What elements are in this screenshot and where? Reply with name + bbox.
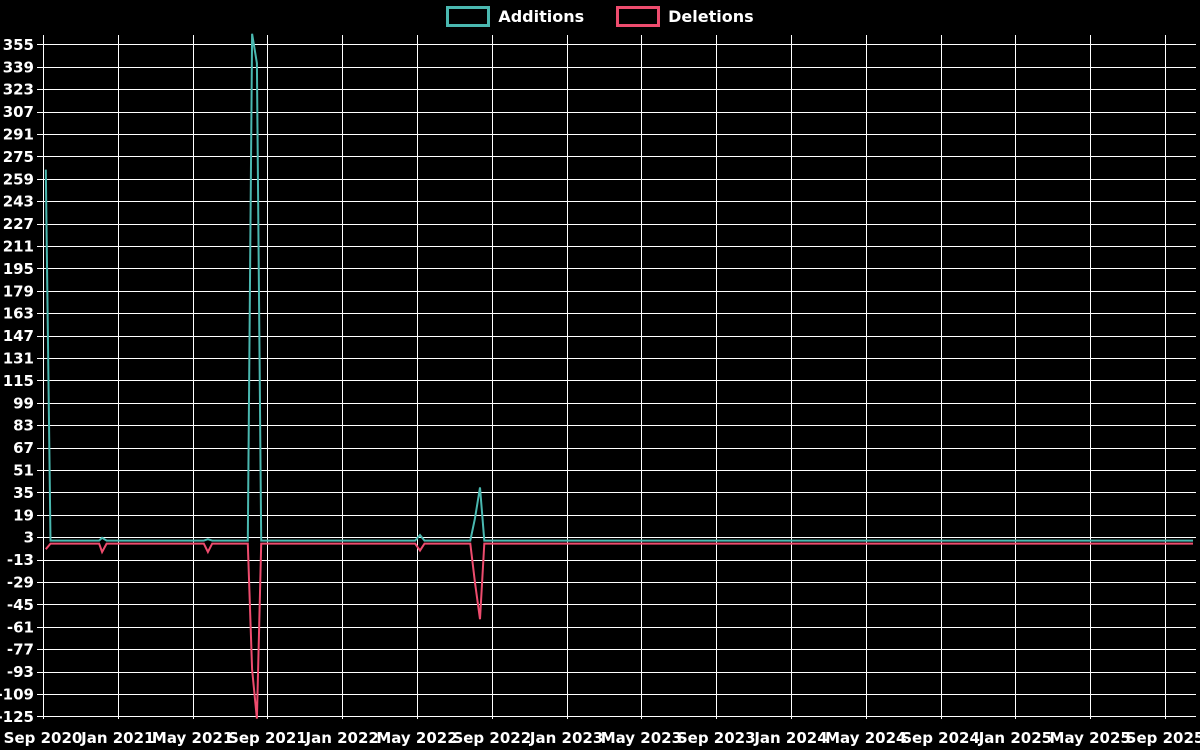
y-tick-label: 179 xyxy=(3,282,34,300)
x-tick-label: Sep 2022 xyxy=(452,729,531,747)
x-tick-label: May 2022 xyxy=(376,729,457,747)
x-tick-label: May 2025 xyxy=(1050,729,1131,747)
x-tick-label: Jan 2025 xyxy=(978,729,1052,747)
y-tick-label: -13 xyxy=(7,551,34,569)
y-tick-label: 131 xyxy=(3,350,34,368)
y-tick-label: 35 xyxy=(13,484,34,502)
y-tick-label: 259 xyxy=(3,170,34,188)
y-tick-label: 51 xyxy=(13,462,34,480)
y-tick-label: 163 xyxy=(3,305,34,323)
x-tick-label: May 2023 xyxy=(601,729,682,747)
y-tick-label: 195 xyxy=(3,260,34,278)
y-tick-label: -93 xyxy=(7,663,34,681)
y-tick-label: 67 xyxy=(13,439,34,457)
x-tick-label: Sep 2021 xyxy=(228,729,307,747)
additions-line xyxy=(44,33,1193,542)
y-tick-label: 147 xyxy=(3,327,34,345)
x-tick-label: Jan 2024 xyxy=(753,729,827,747)
legend-item-additions[interactable]: Additions xyxy=(446,6,584,27)
x-tick-label: Jan 2021 xyxy=(80,729,154,747)
y-tick-label: -77 xyxy=(7,641,34,659)
deletions-line xyxy=(45,542,1193,719)
x-tick-label: Sep 2020 xyxy=(4,729,83,747)
chart-legend: Additions Deletions xyxy=(0,6,1200,27)
y-tick-label: 227 xyxy=(3,215,34,233)
y-tick-label: 339 xyxy=(3,58,34,76)
y-tick-label: -109 xyxy=(0,686,34,704)
x-tick-label: Sep 2024 xyxy=(901,729,980,747)
x-tick-label: May 2024 xyxy=(825,729,906,747)
legend-label-additions: Additions xyxy=(498,6,585,26)
legend-item-deletions[interactable]: Deletions xyxy=(616,6,754,27)
y-tick-label: -45 xyxy=(7,596,34,614)
y-tick-label: 355 xyxy=(3,36,34,54)
x-tick-label: Sep 2023 xyxy=(677,729,756,747)
additions-swatch-icon xyxy=(446,6,491,27)
legend-label-deletions: Deletions xyxy=(668,6,754,26)
y-tick-label: 99 xyxy=(13,394,34,412)
deletions-swatch-icon xyxy=(616,6,661,27)
y-tick-label: -29 xyxy=(7,574,34,592)
x-tick-label: Jan 2022 xyxy=(305,729,379,747)
y-tick-label: 275 xyxy=(3,148,34,166)
y-tick-label: 19 xyxy=(13,506,34,524)
y-tick-label: 323 xyxy=(3,81,34,99)
y-tick-label: -125 xyxy=(0,708,34,726)
y-tick-label: 3 xyxy=(24,529,34,547)
y-tick-label: 211 xyxy=(3,238,34,256)
x-tick-label: Jan 2023 xyxy=(529,729,603,747)
y-tick-label: 291 xyxy=(3,126,34,144)
x-tick-label: May 2021 xyxy=(152,729,233,747)
y-tick-label: 243 xyxy=(3,193,34,211)
y-tick-label: 83 xyxy=(13,417,34,435)
x-tick-label: Sep 2025 xyxy=(1126,729,1200,747)
y-tick-label: -61 xyxy=(7,618,34,636)
y-tick-label: 307 xyxy=(3,103,34,121)
y-tick-label: 115 xyxy=(3,372,34,390)
